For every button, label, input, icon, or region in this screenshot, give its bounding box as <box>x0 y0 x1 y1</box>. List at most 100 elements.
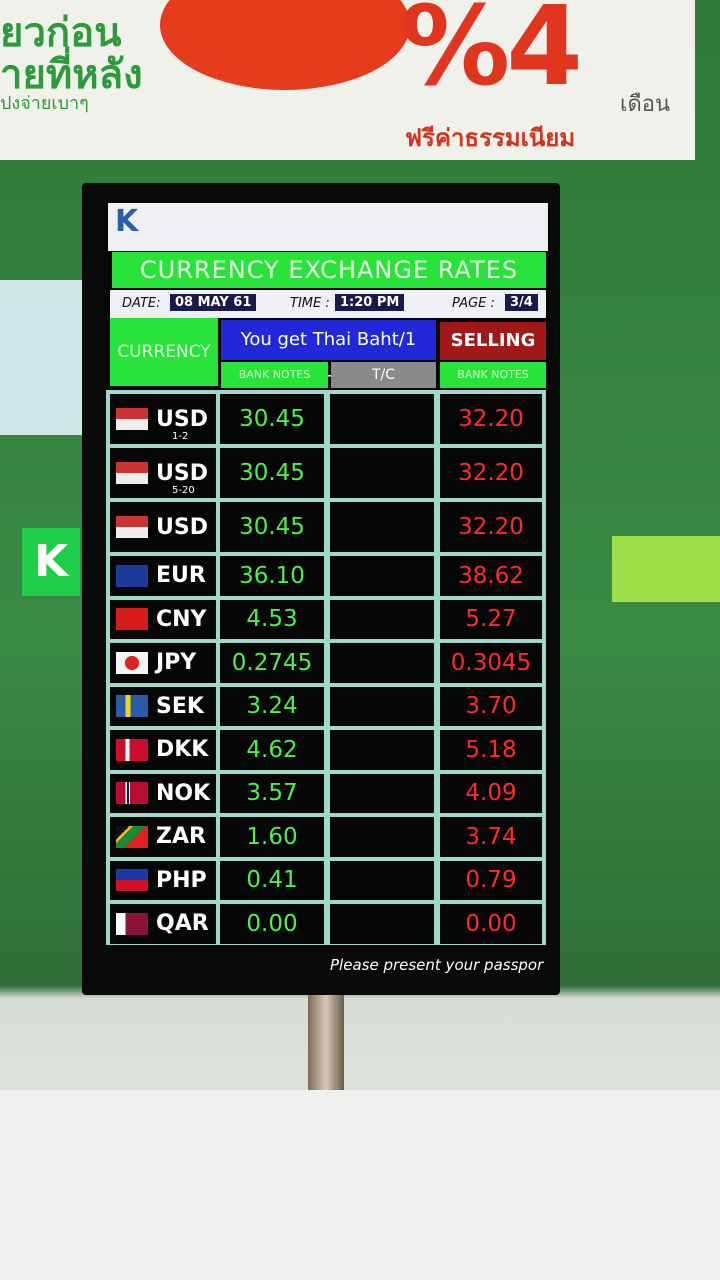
tc-cell <box>330 730 434 770</box>
counter <box>0 1090 720 1280</box>
tc-cell <box>330 502 434 552</box>
currency-code: DKK <box>156 737 209 763</box>
wall-panel <box>612 536 720 602</box>
footer-note: Please present your passpor <box>330 956 544 974</box>
currency-code: USD <box>156 460 208 486</box>
tc-cell <box>330 556 434 596</box>
sell-rate: 3.74 <box>465 823 517 850</box>
tc-cell <box>330 773 434 813</box>
buy-cell: 36.10 <box>220 556 324 596</box>
buy-cell: 3.57 <box>220 773 324 813</box>
currency-cell: QAR <box>110 904 216 944</box>
wall-sign: K <box>22 528 80 596</box>
currency-cell: PHP <box>110 860 216 900</box>
tc-cell <box>330 860 434 900</box>
currency-cell: NOK <box>110 773 216 813</box>
banner-text: เดือน <box>620 92 671 117</box>
tc-cell <box>330 904 434 944</box>
sell-cell: 0.00 <box>440 904 542 944</box>
stand <box>308 995 344 1105</box>
sell-cell: 0.3045 <box>440 643 542 683</box>
sell-rate: 3.70 <box>465 693 517 720</box>
currency-code: QAR <box>156 911 209 937</box>
buy-rate: 0.41 <box>246 867 298 894</box>
sell-cell: 32.20 <box>440 448 542 498</box>
tc-cell <box>330 394 434 444</box>
column-header: SELLING <box>440 322 546 360</box>
banner-text: ายที่หลัง <box>0 52 143 98</box>
banner-text: ฟรีค่าธรรมเนียม <box>405 124 576 152</box>
tc-cell <box>330 448 434 498</box>
buy-rate: 36.10 <box>239 562 305 589</box>
buy-rate: 4.53 <box>246 606 298 633</box>
flag <box>116 516 148 538</box>
buy-cell: 4.53 <box>220 599 324 639</box>
flag <box>116 651 148 674</box>
sub-header: BANK NOTES <box>221 362 328 388</box>
banner-rate: %4 <box>400 0 583 110</box>
sell-rate: 0.00 <box>465 910 517 937</box>
currency-code: PHP <box>156 867 207 893</box>
sell-cell: 5.27 <box>440 599 542 639</box>
currency-code: USD <box>156 514 208 540</box>
page-number: 3/4 <box>505 294 538 311</box>
buy-cell: 0.2745 <box>220 643 324 683</box>
buy-rate: 0.2745 <box>231 649 313 676</box>
sub-header: T/C <box>331 362 436 388</box>
sell-cell: 5.18 <box>440 730 542 770</box>
buy-rate: 30.45 <box>239 460 305 486</box>
buy-rate: 30.45 <box>239 406 305 432</box>
buy-cell: 0.41 <box>220 860 324 900</box>
currency-code: ZAR <box>156 824 206 850</box>
currency-code: NOK <box>156 780 211 806</box>
date-label: DATE: <box>122 296 161 311</box>
column-header: CURRENCY <box>110 318 218 386</box>
sell-cell: 32.20 <box>440 394 542 444</box>
banner: ยวก่อน ายที่หลัง ปงจ่ายเบาๆ %4 เดือน ฟรี… <box>0 0 695 160</box>
sell-rate: 5.27 <box>465 606 517 633</box>
time: 1:20 PM <box>335 294 405 311</box>
buy-rate: 1.60 <box>246 823 298 850</box>
flag <box>116 462 148 484</box>
board-title: CURRENCY EXCHANGE RATES <box>112 252 546 288</box>
sell-cell: 0.79 <box>440 860 542 900</box>
flag <box>116 869 148 892</box>
column-header: You get Thai Baht/1 Unit <box>221 320 436 390</box>
sell-rate: 32.20 <box>458 406 524 432</box>
buy-cell: 30.45 <box>220 394 324 444</box>
sell-rate: 0.79 <box>465 867 517 894</box>
denomination: 5-20 <box>172 485 195 496</box>
sell-cell: 32.20 <box>440 502 542 552</box>
sell-cell: 38.62 <box>440 556 542 596</box>
buy-cell: 30.45 <box>220 448 324 498</box>
flag <box>116 564 148 587</box>
sub-header: BANK NOTES <box>440 362 546 388</box>
currency-cell: JPY <box>110 643 216 683</box>
buy-rate: 3.24 <box>246 693 298 720</box>
time-label: TIME : <box>290 296 330 311</box>
rates-table: USD 1-2 30.45 32.20 USD 5-20 30.45 32.20 USD 30.4… <box>106 390 546 945</box>
currency-cell: CNY <box>110 599 216 639</box>
currency-code: SEK <box>156 693 204 719</box>
currency-cell: USD <box>110 502 216 552</box>
buy-cell: 4.62 <box>220 730 324 770</box>
currency-code: USD <box>156 406 208 432</box>
sell-rate: 4.09 <box>465 780 517 807</box>
sell-rate: 32.20 <box>458 514 524 540</box>
denomination: 1-2 <box>172 431 189 442</box>
banner-text: ยวก่อน <box>0 10 122 56</box>
flag <box>116 408 148 430</box>
buy-cell: 30.45 <box>220 502 324 552</box>
flag <box>116 782 148 805</box>
board-header <box>108 203 548 251</box>
flag <box>116 912 148 935</box>
buy-rate: 3.57 <box>246 780 298 807</box>
wall-panel <box>0 280 82 435</box>
flag <box>116 695 148 718</box>
flag <box>116 608 148 631</box>
sell-rate: 32.20 <box>458 460 524 486</box>
tc-cell <box>330 686 434 726</box>
buy-cell: 3.24 <box>220 686 324 726</box>
sell-rate: 5.18 <box>465 736 517 763</box>
flag <box>116 825 148 848</box>
